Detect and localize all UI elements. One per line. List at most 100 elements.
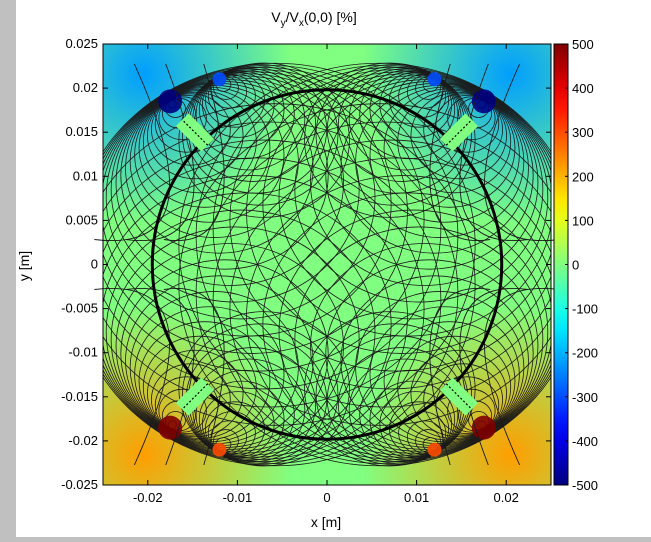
x-tick-label: -0.02 [133,490,163,505]
contour-line [262,192,551,456]
electrode-slot-edge [181,119,209,146]
contour-line [359,69,459,160]
contour-line [429,63,491,242]
contour-line [125,287,195,466]
contour-line [429,287,491,466]
axes: -0.02 -0.01 0 0.01 0.02 0.025 0.02 0.015 0.01 0.0… [61,36,552,505]
contour-line [115,79,344,286]
contour-line [294,226,544,452]
plot-area [94,44,560,485]
contour-line [195,121,551,464]
contour-line [94,63,171,242]
colorbar-tick-label: -400 [572,434,598,449]
colorbar-tick-label: -300 [572,390,598,405]
y-tick-label: -0.005 [61,301,98,316]
electrode-tip-core [427,72,442,87]
interior-contours [94,63,560,466]
contour-line [103,69,425,372]
y-axis-label: y [m] [16,251,32,281]
contour-line [103,121,459,464]
y-tick-label: 0.01 [73,168,98,183]
contour-line [246,175,551,458]
contour-line [423,93,503,166]
title-end: (0,0) [%] [304,9,357,25]
electrode-slot-edge [445,119,473,146]
contour-line [202,391,275,457]
contour-line [202,72,275,138]
y-tick-label: 0 [91,257,98,272]
contour-line [212,139,551,462]
title-main: V [271,9,281,25]
contour-line [410,349,507,438]
aperture-boundary [150,88,504,441]
contour-line [379,391,452,457]
y-tick-label: -0.025 [61,477,98,492]
contour-line [410,91,507,180]
x-tick-label: 0 [323,490,330,505]
contour-line [315,323,472,465]
contour-line [151,93,231,166]
contour-line [304,311,476,467]
contour-line [369,380,456,459]
contour-line [379,72,452,138]
figure-window: Vy/Vx(0,0) [%] -0.02 -0.01 0 0.01 0.02 0.025 0… [16,0,651,537]
colorbar-tick-label: 400 [572,81,594,96]
electrode-tip-core [427,442,442,457]
contour-line [229,69,551,372]
contour-line [359,369,459,460]
y-tick-label: -0.01 [68,345,98,360]
electrode-tip-core [212,442,227,457]
y-tick-label: 0.015 [65,124,98,139]
contour-line [310,243,539,450]
colorbar-tick-label: -100 [572,302,598,317]
contour-line [278,75,549,320]
contour-line [182,323,339,465]
colorbar-tick-label: -500 [572,478,598,493]
contour-line [103,157,425,460]
y-tick-label: -0.015 [61,389,98,404]
x-tick-label: -0.01 [223,490,253,505]
contour-line [423,363,503,436]
chart-title: Vy/Vx(0,0) [%] [271,9,356,29]
contour-line [315,64,472,206]
x-axis-label: x [m] [311,514,341,530]
contour-line [483,287,560,466]
contour-line [178,62,551,426]
contour-line [483,63,560,242]
electrode-tip-core [471,89,496,114]
contour-line [147,91,244,180]
colorbar: 500 400 300 200 100 0 -100 -200 -300 -400 -500 [553,37,598,493]
y-tick-label: 0.025 [65,36,98,51]
contour-line [151,363,231,436]
colorbar-tick-label: 100 [572,213,594,228]
electrode-slot-edge [181,383,209,410]
title-mid: /V [286,9,300,25]
contour-line [459,287,529,466]
electrode-slot-edge [445,383,473,410]
contour-line [110,226,360,452]
electrode-tip-core [471,415,496,440]
contour-line [147,349,244,438]
contour-chart: Vy/Vx(0,0) [%] -0.02 -0.01 0 0.01 0.020.0250… [16,9,598,530]
contour-line [94,287,171,466]
electrode-tip-core [212,72,227,87]
contour-line [294,77,544,303]
contour-line [115,243,344,450]
y-tick-label: 0.005 [65,212,98,227]
title-sub-x: x [299,18,304,29]
colorbar-tick-label: 300 [572,125,594,140]
contour-line [103,62,476,426]
x-tick-label: 0.02 [494,490,519,505]
y-tick-label: 0.02 [73,80,98,95]
contour-line [103,139,442,462]
contour-line [105,75,376,320]
contour-line [212,67,551,390]
contour-line [182,64,339,206]
contour-line [310,79,539,286]
colorbar-tick-label: 500 [572,37,594,52]
contour-line [105,209,376,454]
contour-line [229,157,551,460]
colorbar-tick-label: 0 [572,258,579,273]
x-tick-label: 0.01 [404,490,429,505]
title-sub-y: y [281,18,286,29]
